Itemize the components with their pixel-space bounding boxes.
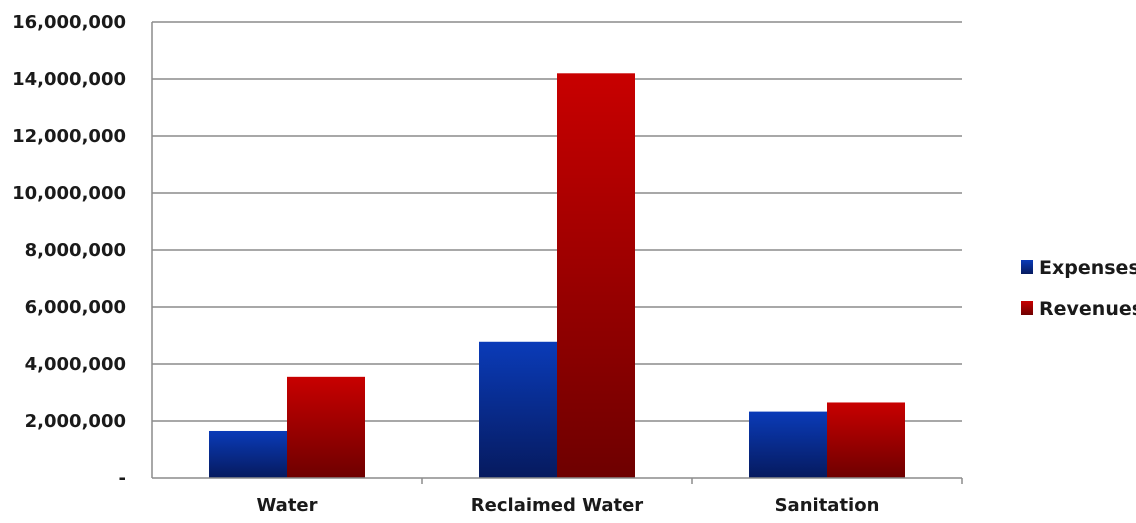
- legend-label-expenses: Expenses: [1039, 257, 1136, 279]
- y-tick-label: 16,000,000: [12, 12, 126, 33]
- legend-label-revenues: Revenues: [1039, 298, 1136, 320]
- x-tick-label: Water: [256, 495, 317, 516]
- legend: Expenses Revenues: [1021, 257, 1136, 320]
- bar-expenses-sanitation: [749, 411, 827, 478]
- axes: [151, 22, 963, 484]
- bar-revenues-reclaimed-water: [557, 73, 635, 479]
- y-tick-label: 2,000,000: [25, 411, 126, 432]
- labels: - 2,000,000 4,000,000 6,000,000 8,000,000 10,…: [12, 12, 879, 516]
- y-tick-label: 12,000,000: [12, 126, 126, 147]
- legend-swatch-revenues: [1021, 301, 1033, 315]
- x-tick-label: Sanitation: [775, 495, 880, 516]
- bar-expenses-reclaimed-water: [479, 341, 557, 478]
- y-tick-label: 6,000,000: [25, 297, 126, 318]
- y-tick-label: 4,000,000: [25, 354, 126, 375]
- y-tick-label: 8,000,000: [25, 240, 126, 261]
- bar-revenues-water: [287, 376, 365, 478]
- y-tick-label: 10,000,000: [12, 183, 126, 204]
- bar-expenses-water: [209, 430, 287, 478]
- y-tick-label: -: [119, 468, 126, 489]
- bar-revenues-sanitation: [827, 402, 905, 478]
- x-tick-label: Reclaimed Water: [471, 495, 644, 516]
- bars: [209, 73, 905, 479]
- y-tick-label: 14,000,000: [12, 69, 126, 90]
- legend-swatch-expenses: [1021, 260, 1033, 274]
